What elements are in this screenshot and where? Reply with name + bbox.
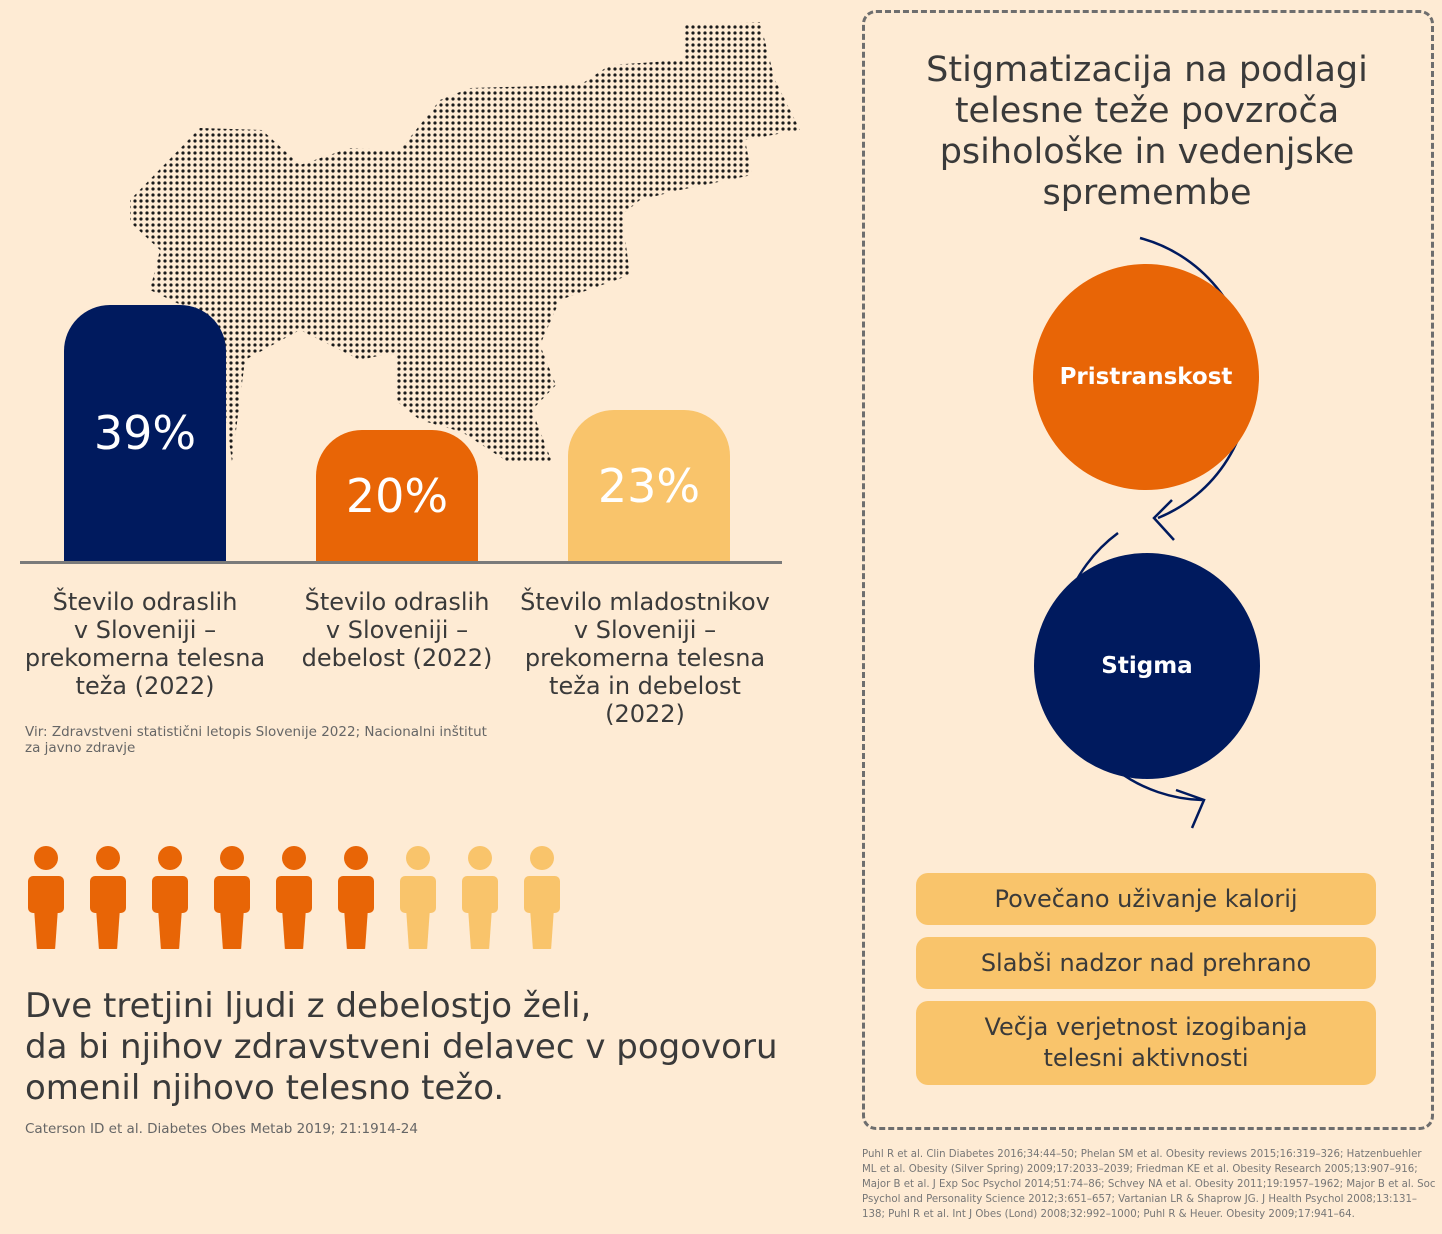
label-line: v Sloveniji – [325,616,469,644]
data-source: Vir: Zdravstveni statistični letopis Slo… [25,724,487,756]
label-line: teža (2022) [75,672,215,700]
bias-label: Pristranskost [1059,364,1233,390]
bar-value-label: 39% [93,406,197,461]
person-icon [338,846,374,950]
bar-label-1: Število odraslih v Sloveniji – prekomern… [20,588,270,700]
references: Puhl R et al. Clin Diabetes 2016;34:44–5… [862,1149,1436,1220]
panel-title: Stigmatizacija na podlagi telesne teže p… [880,50,1414,214]
person-icon [152,846,188,950]
person-icon [90,846,126,950]
slovenia-dot-map [130,22,800,462]
title-line: telesne teže povzroča [954,91,1340,131]
bar-adults-overweight: 39% [64,304,226,562]
label-line: debelost (2022) [301,644,493,672]
quote-citation: Caterson ID et al. Diabetes Obes Metab 2… [25,1121,418,1137]
chart-baseline [20,561,782,564]
stigma-circle: Stigma [1034,553,1260,779]
bar-label-2: Število odraslih v Sloveniji – debelost … [272,588,522,672]
title-line: spremembe [1042,173,1252,213]
quote-line: omenil njihovo telesno težo. [25,1068,505,1108]
bar-adults-obesity: 20% [316,430,478,562]
stigma-panel [862,10,1434,1130]
label-line: Število odraslih [52,588,238,616]
effect-diet-control: Slabši nadzor nad prehrano [916,937,1376,989]
arrow-head-top [1152,499,1175,541]
label-line: Število odraslih [304,588,490,616]
bias-circle: Pristranskost [1033,264,1259,490]
bar-value-label: 23% [597,459,701,514]
label-line: prekomerna telesna [24,644,266,672]
title-line: Stigmatizacija na podlagi [926,50,1368,90]
person-icon [400,846,436,950]
effect-activity-avoidance: Večja verjetnost izogibanja telesni akti… [916,1001,1376,1085]
label-line: prekomerna telesna [524,644,766,672]
quote-text: Dve tretjini ljudi z debelostjo želi, da… [25,986,825,1109]
label-line: v Sloveniji – [73,616,217,644]
stigma-label: Stigma [1101,653,1193,679]
quote-line: da bi njihov zdravstveni delavec v pogov… [25,1027,778,1067]
bar-value-label: 20% [345,469,449,523]
person-icon [524,846,560,950]
label-line: v Sloveniji – [573,616,717,644]
bar-adolescents: 23% [568,410,730,562]
label-line: Število mladostnikov [520,588,770,616]
person-icon [214,846,250,950]
bar-label-3: Število mladostnikov v Sloveniji – preko… [520,588,770,728]
label-line: (2022) [605,700,685,728]
title-line: psihološke in vedenjske [939,132,1355,172]
label-line: teža in debelost [549,672,741,700]
quote-line: Dve tretjini ljudi z debelostjo želi, [25,986,592,1026]
person-icon [276,846,312,950]
effect-calories: Povečano uživanje kalorij [916,873,1376,925]
arrow-head-bottom [1175,788,1206,829]
person-icon [462,846,498,950]
person-icon [28,846,64,950]
